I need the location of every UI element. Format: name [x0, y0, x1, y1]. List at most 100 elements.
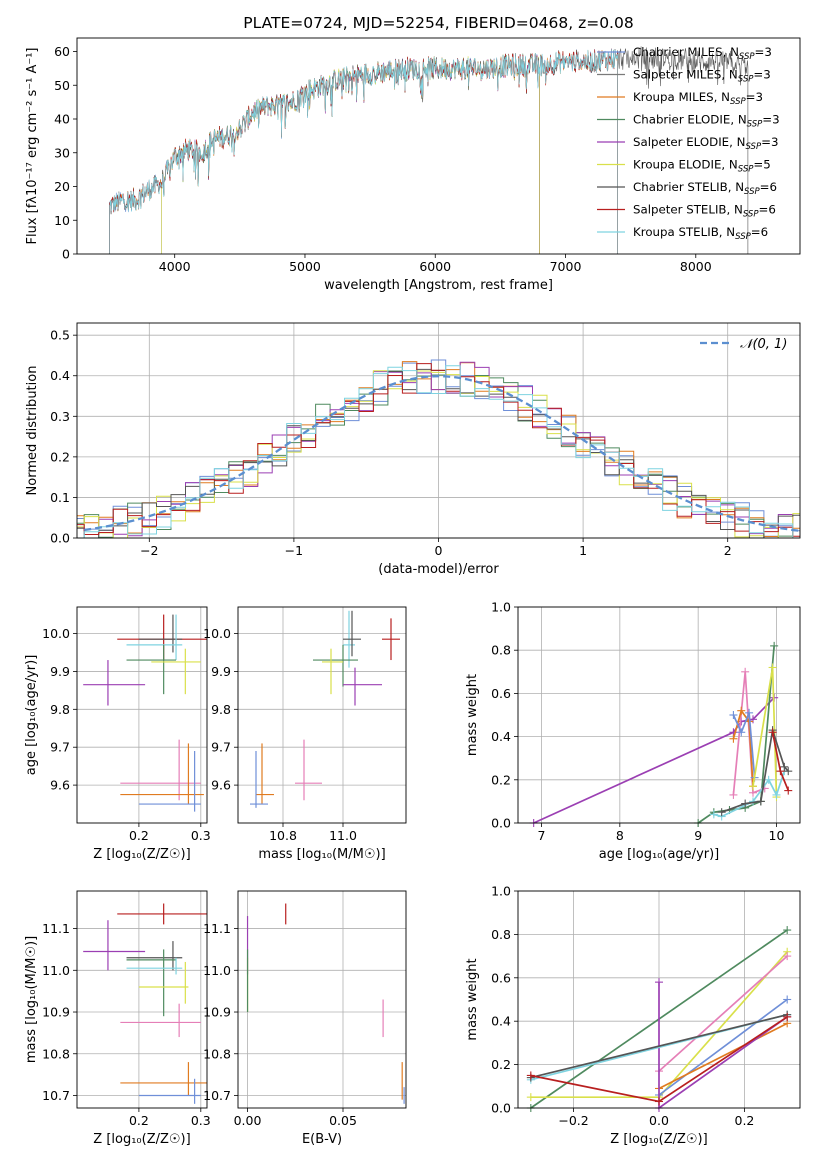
- x-tick-label: 1: [579, 543, 587, 558]
- panel-4-axes: 10.8 11.0 9.6 9.7 9.8 9.9 10.0 mass [log₁₀(M/M☉…: [203, 607, 406, 862]
- panel-8-axes: −0.2 0.0 0.2 0.0 0.2 0.4 0.6 0.8 1.0 Z [log₁₀(Z/Z…: [465, 884, 800, 1147]
- weight-marker: [729, 790, 738, 799]
- y-tick-label: 9.6: [50, 778, 70, 793]
- spectrum-line-8: [109, 48, 618, 254]
- spectrum-line-6: [161, 53, 540, 254]
- x-tick-label: 11.0: [329, 828, 357, 843]
- x-tick-label: 10.8: [269, 828, 297, 843]
- weight-marker: [776, 767, 785, 776]
- y-tick-label: 0.4: [491, 1014, 511, 1029]
- panel-7-frame: [237, 890, 407, 1109]
- x-tick-label: −2: [140, 543, 158, 558]
- weight-line-5: [658, 1022, 788, 1090]
- legend-label: Salpeter MILES, NSSP=3: [633, 68, 771, 85]
- x-tick-label: 0.3: [191, 828, 211, 843]
- weight-marker: [717, 808, 726, 817]
- panel-6-axes: 0.2 0.3 10.7 10.8 10.9 11.0 11.1 Z [log₁₀(Z/Z☉)…: [24, 891, 211, 1147]
- y-tick-label: 10.7: [42, 1088, 70, 1103]
- y-axis-label: mass [log₁₀(M/M☉)]: [24, 936, 39, 1063]
- x-tick-label: 0.2: [735, 1113, 755, 1128]
- y-axis-label: mass weight: [465, 958, 480, 1040]
- gaussian-curve: [84, 375, 801, 533]
- x-axis-label: Z [log₁₀(Z/Z☉)]: [93, 847, 190, 862]
- y-tick-label: 1.0: [491, 600, 511, 615]
- y-tick-label: 10.0: [42, 626, 70, 641]
- weight-marker: [783, 926, 792, 935]
- histogram-series-4: [77, 361, 800, 538]
- y-tick-label: 0: [62, 247, 70, 262]
- panel-3-axes: 0.2 0.3 9.6 9.7 9.8 9.9 10.0 Z [log₁₀(Z/Z☉)] age…: [24, 607, 211, 862]
- panel-1-axes: 4000 5000 6000 7000 8000 0 10 20 30 40 50 60 wavelen…: [25, 44, 712, 293]
- y-tick-label: 9.9: [50, 664, 70, 679]
- weight-line-3: [658, 955, 788, 1072]
- panel-3-frame: [76, 606, 208, 824]
- legend-label: Chabrier ELODIE, NSSP=3: [633, 113, 780, 130]
- legend-label: Salpeter STELIB, NSSP=6: [633, 203, 776, 220]
- weight-marker: [768, 663, 777, 672]
- spectrum-line-4: [161, 52, 540, 254]
- weight-marker: [764, 775, 773, 784]
- weight-marker: [741, 667, 750, 676]
- weight-marker: [780, 762, 789, 771]
- y-tick-label: 1.0: [491, 884, 511, 899]
- weight-marker: [526, 1071, 535, 1080]
- weight-marker: [741, 799, 750, 808]
- chart-title: PLATE=0724, MJD=52254, FIBERID=0468, z=0…: [243, 14, 633, 32]
- x-tick-label: 8: [616, 828, 624, 843]
- histogram-series-3: [77, 370, 800, 538]
- spectrum-line-9: [109, 49, 618, 254]
- y-tick-label: 10: [54, 213, 70, 228]
- spectrum-line-2: [109, 49, 618, 254]
- weight-marker: [756, 797, 765, 806]
- x-tick-label: 0: [435, 543, 443, 558]
- weight-marker: [737, 706, 746, 715]
- y-tick-label: 20: [54, 179, 70, 194]
- x-tick-label: −1: [285, 543, 303, 558]
- weight-line-8: [721, 729, 789, 813]
- weight-marker: [729, 711, 738, 719]
- x-tick-label: 0.3: [191, 1113, 211, 1128]
- y-tick-label: 0.4: [491, 729, 511, 744]
- weight-marker: [784, 786, 793, 795]
- y-tick-label: 40: [54, 112, 70, 127]
- panel-7-axes: 0.00 0.05 10.7 10.8 10.9 11.0 11.1 E(B-V): [203, 891, 406, 1147]
- legend-label: Salpeter ELODIE, NSSP=3: [633, 135, 778, 152]
- x-axis-label: age [log₁₀(age/yr)]: [599, 847, 720, 862]
- x-axis-label: Z [log₁₀(Z/Z☉)]: [610, 1132, 707, 1147]
- y-tick-label: 0.6: [491, 970, 511, 985]
- y-tick-label: 10.0: [203, 626, 231, 641]
- legend-label: Chabrier MILES, NSSP=3: [633, 45, 772, 62]
- y-tick-label: 50: [54, 78, 70, 93]
- y-axis-label: Normed distribution: [25, 366, 40, 496]
- x-axis-label: E(B-V): [302, 1132, 342, 1147]
- y-tick-label: 60: [54, 44, 70, 59]
- y-tick-label: 0.3: [50, 409, 70, 424]
- legend-label: Chabrier STELIB, NSSP=6: [633, 180, 777, 197]
- y-tick-label: 0.6: [491, 686, 511, 701]
- weight-marker: [749, 782, 757, 791]
- x-tick-label: 2: [724, 543, 732, 558]
- weight-marker: [783, 1012, 792, 1021]
- x-tick-label: 5000: [289, 259, 321, 274]
- panel-4-frame: [237, 606, 407, 824]
- x-tick-label: 7: [538, 828, 546, 843]
- legend-label: Kroupa STELIB, NSSP=6: [633, 225, 768, 242]
- spectrum-line-1: [109, 48, 618, 254]
- panel-1-frame: [76, 37, 801, 255]
- legend-label: 𝒩(0, 1): [740, 337, 787, 352]
- panel-2-frame: [76, 322, 801, 539]
- weight-line-2: [697, 645, 775, 824]
- y-tick-label: 0.8: [491, 643, 511, 658]
- y-tick-label: 0.5: [50, 328, 70, 343]
- weight-marker: [526, 1093, 535, 1102]
- x-axis-label: (data-model)/error: [378, 562, 499, 577]
- y-tick-label: 10.7: [203, 1088, 231, 1103]
- weight-marker: [745, 708, 754, 717]
- weight-marker: [768, 728, 777, 737]
- x-tick-label: 0.00: [234, 1113, 262, 1128]
- x-tick-label: 4000: [159, 259, 191, 274]
- y-tick-label: 9.8: [50, 702, 70, 717]
- y-tick-label: 0.2: [491, 1057, 511, 1072]
- weight-marker: [783, 995, 792, 1004]
